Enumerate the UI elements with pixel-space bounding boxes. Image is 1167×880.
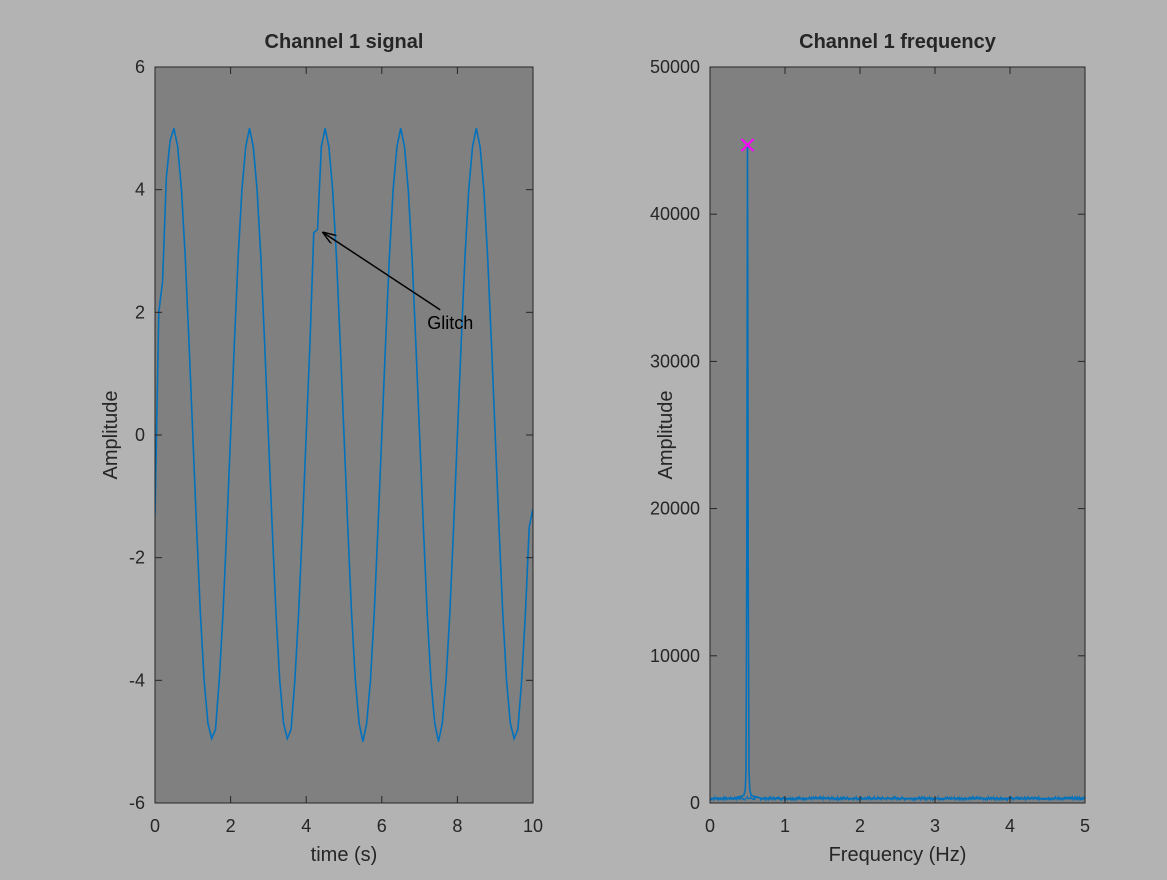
axes-box-2 (709, 66, 1086, 804)
y-tick-label: 40000 (650, 204, 700, 224)
y-tick-label: 2 (135, 302, 145, 322)
x-tick-label: 4 (301, 816, 311, 836)
y-tick-label: 0 (690, 793, 700, 813)
x-tick-label: 8 (452, 816, 462, 836)
y-tick-label: -6 (129, 793, 145, 813)
plot-area-2 (710, 67, 1085, 803)
peak-marker (740, 138, 755, 152)
x-tick-label: 0 (150, 816, 160, 836)
x-tick-label: 5 (1080, 816, 1090, 836)
y-tick-label: -4 (129, 670, 145, 690)
x-tick-label: 3 (930, 816, 940, 836)
y-axis-label: Amplitude (100, 391, 122, 480)
y-tick-label: -2 (129, 548, 145, 568)
y-tick-label: 30000 (650, 351, 700, 371)
x-tick-label: 6 (377, 816, 387, 836)
series-line-1 (155, 128, 533, 742)
x-tick-label: 2 (226, 816, 236, 836)
chart-title: Channel 1 frequency (799, 31, 997, 53)
y-tick-label: 20000 (650, 499, 700, 519)
x-tick-label: 1 (780, 816, 790, 836)
y-tick-label: 10000 (650, 646, 700, 666)
chart-title: Channel 1 signal (265, 31, 424, 53)
y-tick-label: 0 (135, 425, 145, 445)
y-axis-label: Amplitude (655, 391, 677, 480)
x-tick-label: 4 (1005, 816, 1015, 836)
y-tick-label: 4 (135, 180, 145, 200)
annotation-label: Glitch (427, 313, 473, 333)
x-tick-label: 0 (705, 816, 715, 836)
y-tick-label: 6 (135, 57, 145, 77)
x-axis-label: Frequency (Hz) (829, 844, 967, 866)
annotation-arrow (323, 233, 441, 311)
x-axis-label: time (s) (311, 844, 378, 866)
y-tick-label: 50000 (650, 57, 700, 77)
x-tick-label: 10 (523, 816, 543, 836)
x-tick-label: 2 (855, 816, 865, 836)
